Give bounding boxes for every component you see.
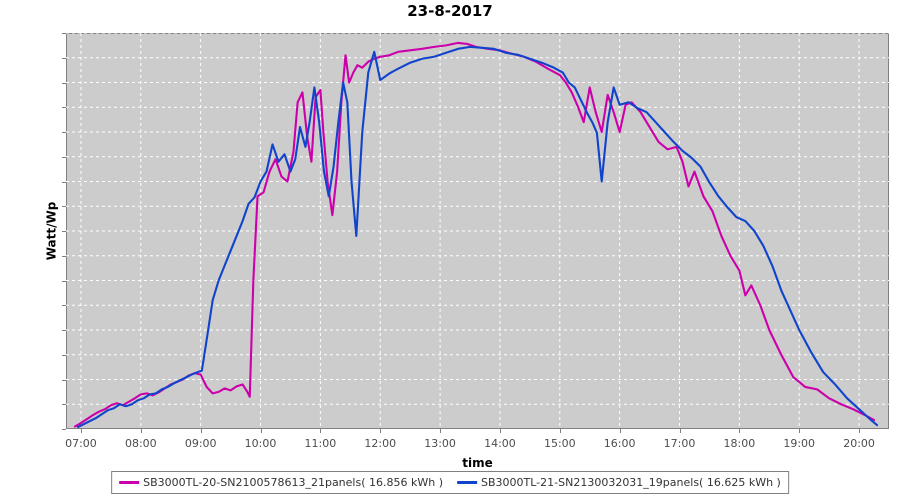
- x-tick-label: 14:00: [484, 437, 516, 450]
- y-tick-mark: [62, 280, 66, 282]
- x-tick-label: 12:00: [364, 437, 397, 450]
- y-tick-mark: [62, 181, 66, 183]
- x-tick-label: 16:00: [603, 437, 636, 450]
- legend-color-swatch: [119, 481, 140, 484]
- x-tick-mark: [559, 429, 561, 433]
- legend-entry[interactable]: SB3000TL-21-SN2130032031_19panels( 16.62…: [457, 476, 781, 489]
- x-tick-label: 18:00: [723, 437, 756, 450]
- y-tick-mark: [62, 82, 66, 84]
- x-tick-mark: [799, 429, 801, 433]
- y-tick-mark: [62, 330, 66, 331]
- y-tick-mark: [62, 33, 66, 34]
- x-tick-label: 08:00: [124, 437, 157, 450]
- series-line-2: [76, 45, 879, 429]
- x-tick-label: 11:00: [304, 437, 337, 450]
- chart-legend: SB3000TL-20-SN2100578613_21panels( 16.85…: [111, 471, 789, 494]
- x-tick-mark: [440, 429, 442, 433]
- x-tick-label: 19:00: [783, 437, 816, 450]
- y-tick-mark: [62, 305, 66, 307]
- plot-wrapper: 0.000.050.100.150.200.250.300.350.400.45…: [44, 32, 889, 470]
- x-axis-label: time: [462, 456, 493, 470]
- y-tick-mark: [62, 206, 66, 208]
- x-tick-label: 09:00: [184, 437, 217, 450]
- x-tick-mark: [200, 429, 202, 433]
- x-tick-label: 20:00: [843, 437, 875, 450]
- x-tick-label: 17:00: [663, 437, 696, 450]
- y-tick-mark: [62, 231, 66, 232]
- x-tick-mark: [320, 429, 322, 433]
- y-tick-mark: [62, 429, 66, 430]
- y-tick-mark: [62, 132, 66, 133]
- y-tick-mark: [62, 156, 66, 158]
- x-tick-mark: [80, 429, 82, 433]
- legend-label: SB3000TL-20-SN2100578613_21panels( 16.85…: [143, 476, 443, 489]
- legend-entry[interactable]: SB3000TL-20-SN2100578613_21panels( 16.85…: [119, 476, 443, 489]
- y-tick-mark: [62, 354, 66, 356]
- x-tick-mark: [499, 429, 501, 433]
- chart-title: 23-8-2017: [407, 2, 493, 20]
- data-series-lines: [73, 41, 879, 429]
- y-tick-mark: [62, 107, 66, 109]
- legend-label: SB3000TL-21-SN2130032031_19panels( 16.62…: [481, 476, 781, 489]
- y-tick-mark: [62, 404, 66, 406]
- x-tick-label: 07:00: [65, 437, 97, 450]
- y-axis-label: Watt/Wp: [44, 201, 59, 261]
- legend-color-swatch: [457, 481, 477, 484]
- y-tick-mark: [62, 255, 66, 257]
- x-tick-mark: [260, 429, 262, 433]
- x-tick-label: 10:00: [244, 437, 277, 450]
- x-tick-mark: [859, 429, 861, 433]
- x-tick-mark: [619, 429, 621, 433]
- y-tick-mark: [62, 379, 66, 381]
- series-line-1: [73, 41, 876, 428]
- y-tick-mark: [62, 57, 66, 59]
- x-tick-label: 13:00: [424, 437, 456, 450]
- x-tick-mark: [679, 429, 681, 433]
- x-tick-mark: [140, 429, 142, 433]
- x-tick-label: 15:00: [543, 437, 576, 450]
- x-tick-mark: [380, 429, 382, 433]
- x-tick-mark: [739, 429, 741, 433]
